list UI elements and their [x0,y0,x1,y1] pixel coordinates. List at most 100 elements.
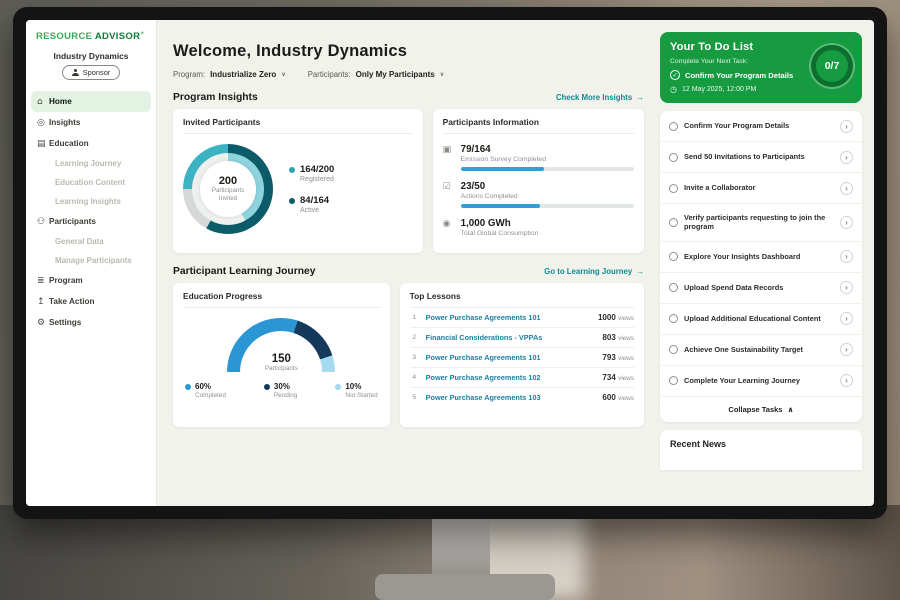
task-checkbox[interactable] [669,376,678,386]
sidebar-item-learning-insights[interactable]: Learning Insights [26,192,156,211]
lesson-views: 734 [602,373,616,382]
todo-due: ◷ 12 May 2025, 12:00 PM [670,85,852,94]
sidebar-item-take-action[interactable]: ↥ Take Action [31,291,151,312]
education-progress-card: Education Progress 150 Participants [173,283,390,427]
lesson-views: 803 [602,333,616,342]
task-row[interactable]: Invite a Collaborator › [660,173,862,204]
chevron-right-icon[interactable]: › [840,312,853,326]
task-row[interactable]: Upload Additional Educational Content › [660,304,862,335]
collapse-tasks-button[interactable]: Collapse Tasks ∧ [660,397,862,422]
gauge-legend: 60% Completed 30% Pending 10% [183,382,380,399]
sidebar-item-label: Home [49,97,72,107]
insights-icon: ◎ [37,117,45,128]
stat-label: Total Global Consumption [460,230,539,237]
sidebar-item-education[interactable]: ▤ Education [31,133,151,154]
task-checkbox[interactable] [669,217,678,227]
sidebar-item-education-content[interactable]: Education Content [26,173,156,192]
sidebar-nav: ⌂ Home ◎ Insights ▤ Education Learning J… [26,91,156,333]
monitor-stand-base [375,574,555,600]
task-checkbox[interactable] [669,121,678,131]
sidebar-item-home[interactable]: ⌂ Home [31,91,151,113]
link-label: Check More Insights [555,93,633,102]
go-to-learning-journey-link[interactable]: Go to Learning Journey → [544,267,644,276]
sidebar-item-manage-participants[interactable]: Manage Participants [26,251,156,270]
participants-select[interactable]: Participants: Only My Participants ∨ [308,70,444,79]
chevron-right-icon[interactable]: › [840,119,853,133]
legend-dot [335,383,342,390]
app-logo[interactable]: RESOURCE ADVISOR+ [26,30,156,42]
task-checkbox[interactable] [669,152,678,162]
chevron-right-icon[interactable]: › [840,250,853,264]
sidebar-item-label: Program [49,276,83,286]
task-checkbox[interactable] [669,283,678,293]
task-label: Upload Additional Educational Content [684,313,821,323]
todo-title: Your To Do List [670,41,754,53]
task-label: Explore Your Insights Dashboard [684,251,801,261]
chevron-right-icon[interactable]: › [840,215,853,229]
task-row[interactable]: Complete Your Learning Journey › [660,366,862,397]
sidebar-item-learning-journey[interactable]: Learning Journey [26,154,156,173]
task-label: Complete Your Learning Journey [684,375,800,385]
legend-label: Not Started [345,392,378,399]
task-row[interactable]: Verify participants requesting to join t… [660,204,862,242]
invited-chart-area: 200 Participants Invited 164/200 Registe… [183,134,413,234]
sidebar-item-settings[interactable]: ⚙ Settings [31,312,151,333]
task-checkbox[interactable] [669,314,678,324]
take-action-icon: ↥ [37,296,45,307]
logo-plus: + [140,30,145,37]
org-block: Industry Dynamics Sponsor [26,51,156,81]
progress-track [460,167,634,171]
donut-legend: 164/200 Registered 84/164 Active [289,164,334,214]
next-task-label: Confirm Your Program Details [685,70,794,80]
sponsor-badge[interactable]: Sponsor [61,65,121,81]
lesson-views: 600 [602,393,616,402]
sidebar-item-general-data[interactable]: General Data [26,232,156,251]
dashboard-screen: RESOURCE ADVISOR+ Industry Dynamics Spon… [26,20,874,506]
legend-label: Pending [273,392,298,399]
check-more-insights-link[interactable]: Check More Insights → [556,93,644,102]
collapse-label: Collapse Tasks [728,404,783,414]
task-label: Invite a Collaborator [684,183,756,192]
lesson-row: 1 Power Purchase Agreements 101 1000 vie… [409,308,634,328]
todo-next-task[interactable]: ✓ Confirm Your Program Details [670,70,810,80]
lesson-link[interactable]: Power Purchase Agreements 101 [425,313,541,322]
task-row[interactable]: Explore Your Insights Dashboard › [660,242,862,273]
lesson-link[interactable]: Power Purchase Agreements 103 [425,393,541,402]
chevron-right-icon[interactable]: › [840,150,853,164]
chevron-right-icon[interactable]: › [840,374,853,388]
chevron-right-icon[interactable]: › [840,281,853,295]
todo-subtitle: Complete Your Next Task: [670,58,749,65]
lesson-views-unit: views [618,375,634,382]
lesson-link[interactable]: Financial Considerations - VPPAs [425,333,543,342]
home-icon: ⌂ [37,96,43,107]
chevron-right-icon[interactable]: › [840,181,853,195]
arrow-right-icon: → [636,93,644,102]
lesson-link[interactable]: Power Purchase Agreements 102 [425,373,541,382]
task-row[interactable]: Achieve One Sustainability Target › [660,335,862,366]
person-icon [71,69,79,77]
lesson-rank: 2 [412,334,416,341]
sidebar-item-label: Participants [49,217,96,227]
card-title: Invited Participants [183,117,413,134]
chevron-right-icon[interactable]: › [840,343,853,357]
lesson-link[interactable]: Power Purchase Agreements 101 [425,353,541,362]
sidebar-item-label: Learning Insights [55,197,121,207]
sidebar-item-participants[interactable]: ⚇ Participants [31,211,151,232]
task-checkbox[interactable] [669,252,678,262]
lesson-views-unit: views [618,335,634,342]
donut-value: 200 [218,175,238,188]
page-title: Welcome, Industry Dynamics [173,42,408,60]
task-list: Confirm Your Program Details › Send 50 I… [660,111,862,422]
stat-row: ◉ 1,000 GWh Total Global Consumption [443,218,634,237]
sidebar-item-insights[interactable]: ◎ Insights [31,112,151,133]
task-checkbox[interactable] [669,345,678,355]
program-select[interactable]: Program: Industrialize Zero ∨ [173,70,286,79]
sidebar-item-program[interactable]: ≣ Program [31,270,151,291]
donut-center: 200 Participants Invited [183,144,273,234]
task-row[interactable]: Confirm Your Program Details › [660,111,862,142]
task-row[interactable]: Send 50 Invitations to Participants › [660,142,862,173]
task-checkbox[interactable] [669,183,678,193]
learning-journey-header: Participant Learning Journey Go to Learn… [173,266,644,277]
education-gauge-chart: 150 Participants [227,318,336,372]
task-row[interactable]: Upload Spend Data Records › [660,273,862,304]
